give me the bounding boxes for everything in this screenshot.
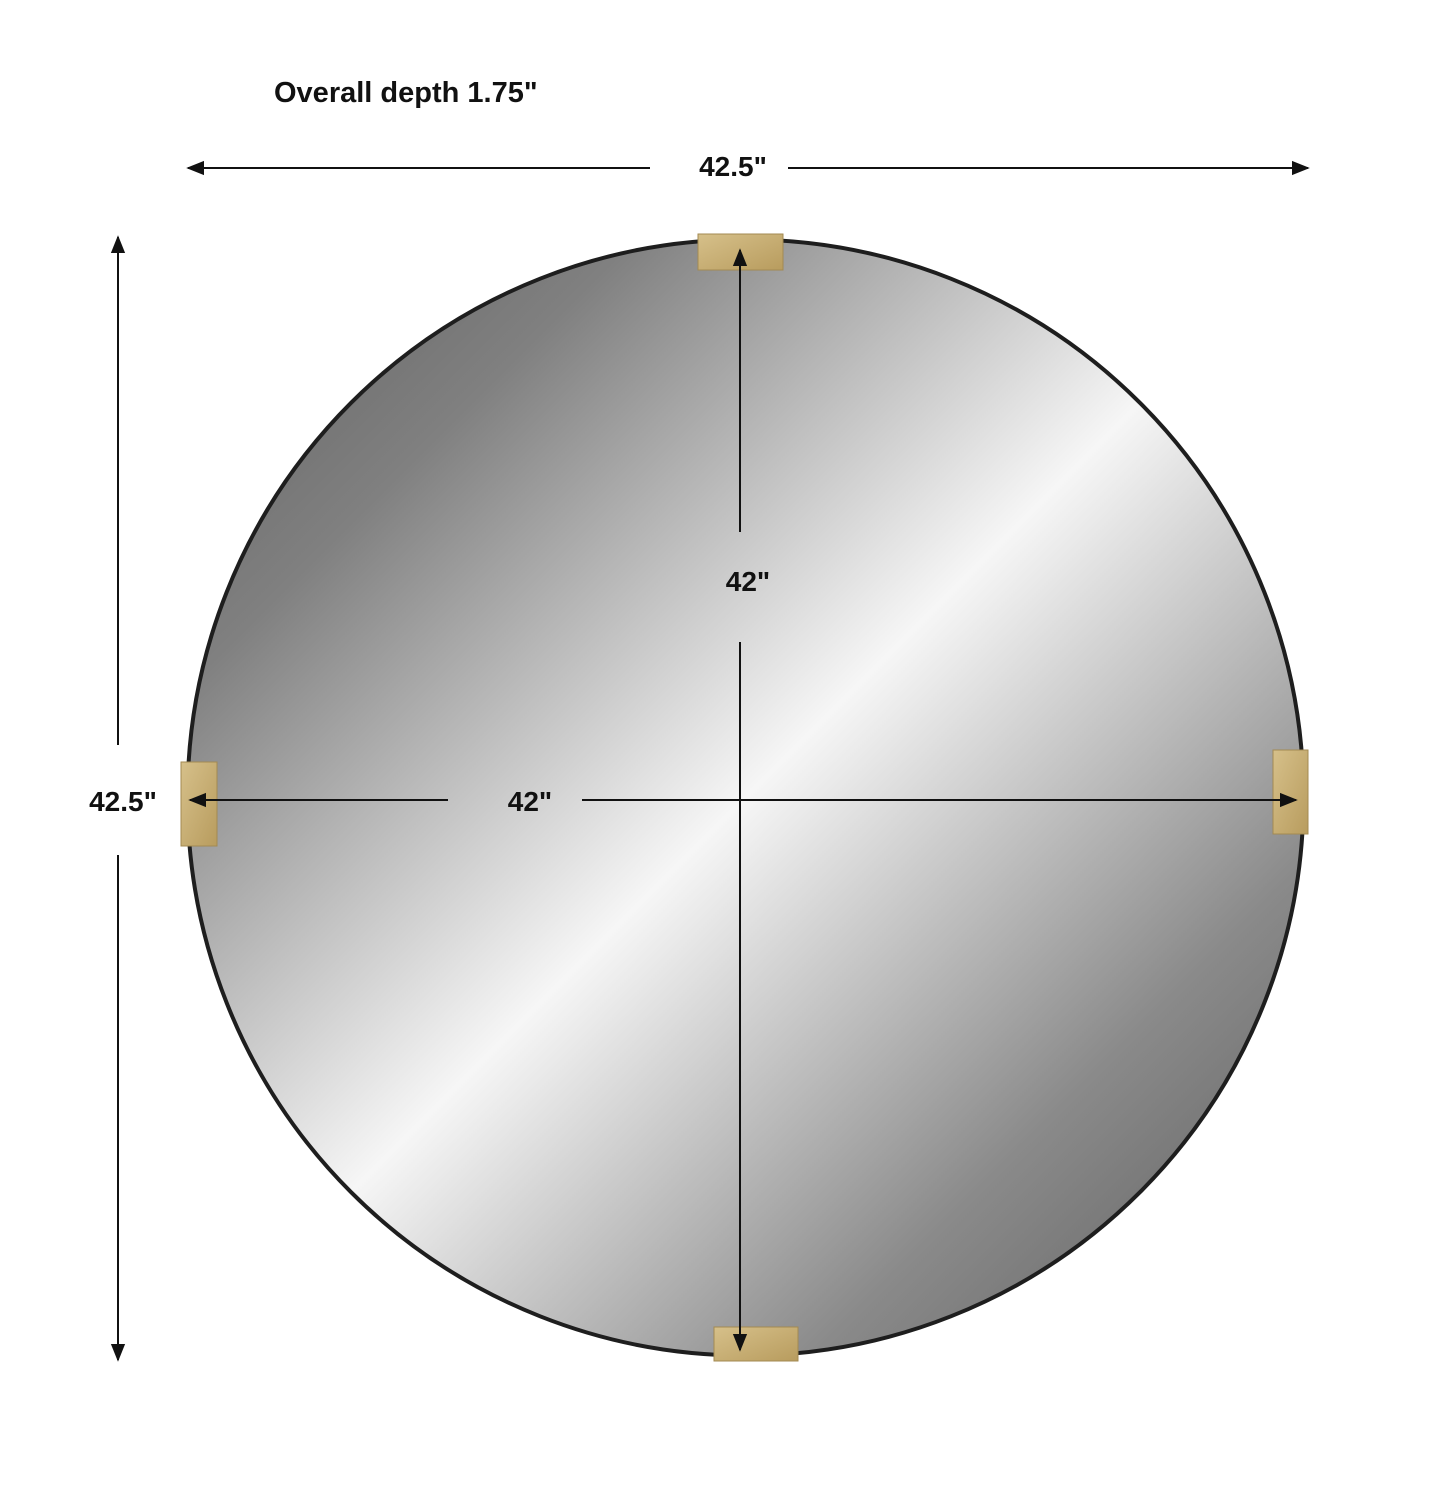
brass-clip-right <box>1272 749 1309 835</box>
mirror-height-label: 42" <box>726 566 770 597</box>
mirror-width-label: 42" <box>508 786 552 817</box>
brass-clip-bottom <box>713 1326 799 1362</box>
overall-height-label: 42.5" <box>89 786 157 817</box>
depth-label: Overall depth 1.75" <box>274 77 538 109</box>
brass-clip-left <box>180 761 218 847</box>
overall-width-label: 42.5" <box>699 151 767 182</box>
round-mirror <box>185 237 1306 1358</box>
